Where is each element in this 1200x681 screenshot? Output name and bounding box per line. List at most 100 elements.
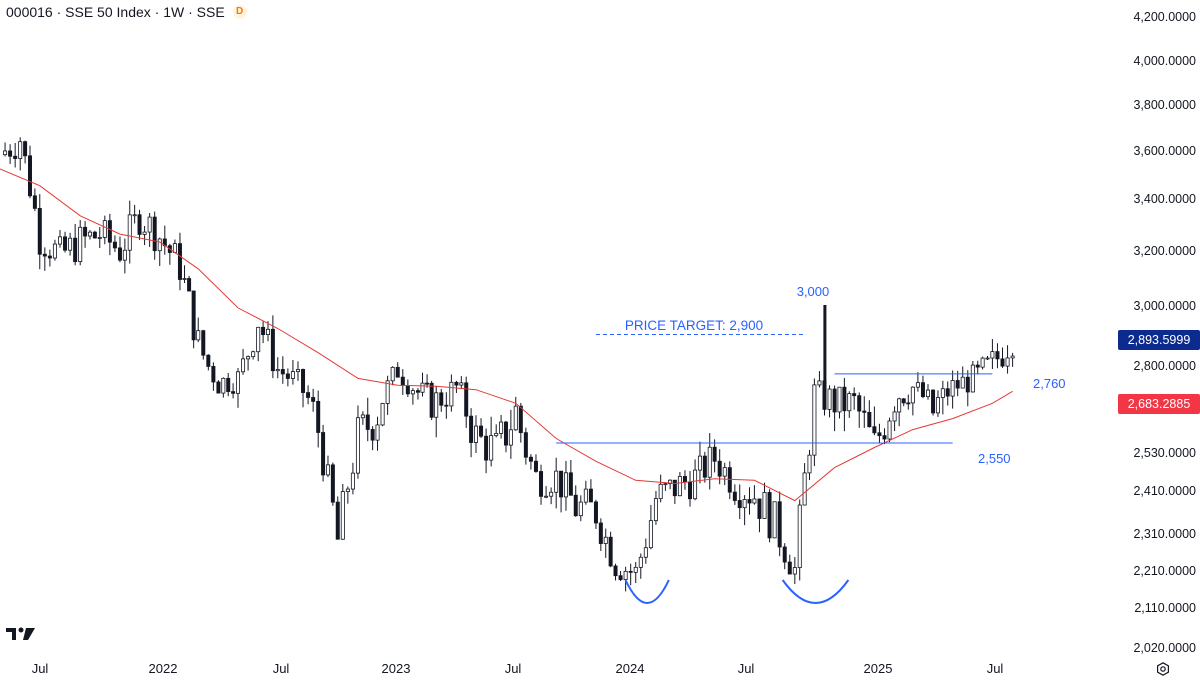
candle-body [539, 471, 544, 497]
candle-body [400, 376, 405, 386]
candle-body [926, 389, 931, 398]
candle-body [295, 369, 300, 372]
candle-body [702, 455, 707, 478]
candle-body [484, 435, 489, 461]
candle-body [832, 388, 837, 413]
candle-body [449, 381, 454, 407]
candle-body [782, 546, 787, 563]
candle-body [395, 366, 400, 378]
candle-body [42, 253, 47, 257]
data-badge[interactable]: D [232, 5, 247, 19]
candle-body [459, 382, 464, 386]
candle-body [285, 373, 290, 379]
candle-body [3, 150, 8, 156]
settings-icon[interactable] [1156, 662, 1170, 676]
candle-body [672, 479, 677, 497]
candle-body [330, 464, 335, 503]
candle-body [827, 388, 832, 410]
candle-body [206, 354, 211, 367]
candle-body [688, 481, 693, 500]
candle-body [633, 566, 638, 573]
candle-body [370, 429, 375, 441]
candle-body [265, 328, 270, 336]
candle-body [603, 536, 608, 544]
candle-body [102, 220, 107, 238]
x-tick-label: 2025 [864, 661, 893, 676]
candle-body [137, 214, 142, 235]
candle-body [643, 547, 648, 558]
candle-body [345, 488, 350, 492]
candle-body [107, 220, 112, 243]
candle-body [23, 141, 28, 157]
candle-body [852, 393, 857, 397]
tradingview-logo-icon[interactable] [6, 626, 38, 647]
candle-body [196, 330, 201, 341]
candle-body [945, 388, 950, 397]
candle-body [638, 556, 643, 568]
candle-body [405, 385, 410, 395]
candle-body [608, 536, 613, 567]
candle-body [697, 455, 702, 471]
candle-body [762, 492, 767, 519]
x-tick-label: 2023 [382, 661, 411, 676]
candle-body [598, 522, 603, 544]
candle-body [717, 460, 722, 477]
candle-body [73, 237, 78, 263]
y-tick-label: 3,200.0000 [1133, 244, 1196, 258]
candle-body [990, 351, 995, 359]
candle-body [757, 498, 762, 519]
y-tick-label: 2,110.0000 [1134, 601, 1196, 615]
candle-body [92, 231, 97, 239]
candle-body [172, 243, 177, 253]
x-tick-label: Jul [987, 661, 1004, 676]
candle-body [142, 231, 147, 235]
candle-body [772, 501, 777, 539]
candle-body [563, 472, 568, 498]
candle-body [494, 433, 499, 437]
candle-body [57, 236, 62, 245]
x-axis: Jul 2022 Jul 2023 Jul 2024 Jul 2025 Jul [32, 661, 1004, 676]
candle-body [877, 432, 882, 437]
candle-body [955, 380, 960, 389]
candle-body [261, 326, 266, 336]
candle-body [722, 467, 727, 477]
candle-body [985, 357, 990, 360]
candle-body [857, 395, 862, 412]
candle-body [235, 371, 240, 394]
candle-body [693, 469, 698, 500]
candle-body [187, 278, 192, 292]
candle-body [415, 390, 420, 393]
candle-body [325, 464, 330, 476]
candle-body [950, 380, 955, 397]
candle-body [628, 570, 633, 573]
candle-body [251, 351, 256, 358]
candle-body [787, 561, 792, 575]
candle-body [157, 238, 162, 252]
candle-body [112, 241, 117, 249]
candle-body [658, 483, 663, 500]
y-tick-label: 2,800.0000 [1133, 359, 1196, 373]
candle-body [533, 460, 538, 472]
candle-body [47, 255, 52, 259]
candle-body [980, 357, 985, 368]
bottom-arcs-layer [624, 579, 850, 604]
candle-body [901, 398, 906, 404]
candle-body [63, 236, 68, 251]
peak-candle [823, 305, 827, 393]
candle-body [216, 381, 221, 394]
candle-body [508, 429, 513, 446]
candle-body [321, 432, 326, 476]
price-target-label: PRICE TARGET: 2,900 [625, 318, 763, 333]
candle-body [420, 382, 425, 393]
candle-body [887, 420, 892, 440]
candle-body [454, 381, 459, 386]
candle-body [469, 415, 474, 443]
candle-body [301, 369, 306, 393]
moving-average-price-tag: 2,683.2885 [1118, 394, 1200, 414]
candle-body [473, 425, 478, 443]
x-tick-label: 2022 [149, 661, 178, 676]
candle-body [132, 214, 137, 217]
candle-body [663, 483, 668, 486]
candle-body [618, 575, 623, 580]
